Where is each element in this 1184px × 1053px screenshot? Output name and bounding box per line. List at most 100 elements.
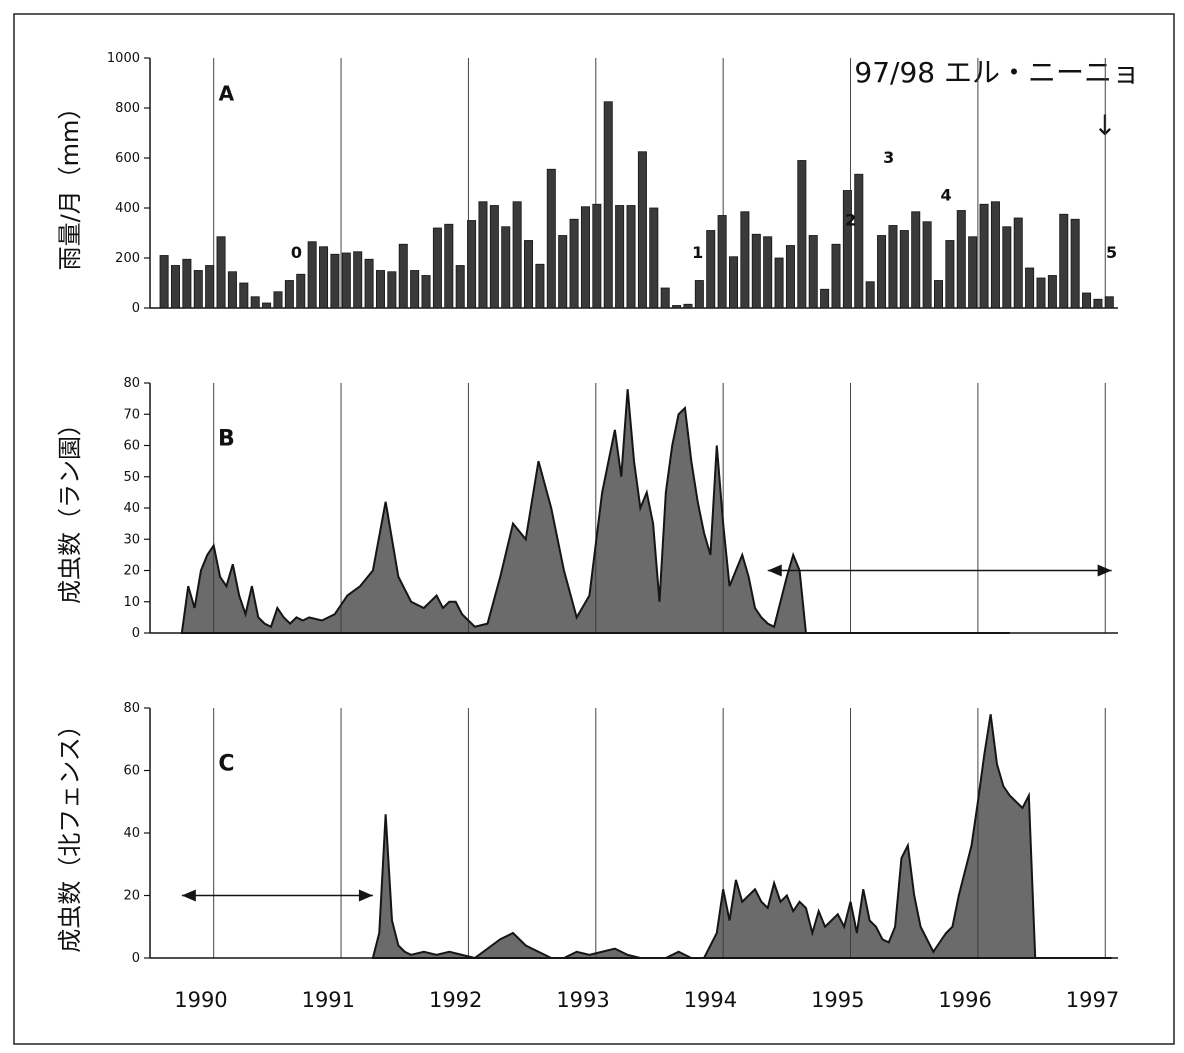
rainfall-bar xyxy=(842,190,852,309)
rainfall-bar xyxy=(899,230,909,309)
rainfall-bar xyxy=(615,205,625,309)
rainfall-period-label: 4 xyxy=(940,186,951,205)
rainfall-bar xyxy=(467,220,477,309)
y-axis-title: 成虫数（北フェンス） xyxy=(56,713,84,953)
year-axis: 1990 1991 1992 1993 1994 1995 1996 1997 xyxy=(174,988,1119,1012)
rainfall-bar xyxy=(319,246,329,309)
rainfall-bar xyxy=(489,205,499,309)
rainfall-bar xyxy=(262,302,272,309)
el-nino-annotation: 97/98 エル・ニーニョ xyxy=(854,56,1140,89)
rainfall-bar xyxy=(934,280,943,309)
rainfall-bar xyxy=(740,211,750,309)
rainfall-bar xyxy=(478,201,488,309)
y-tick-label: 40 xyxy=(123,501,140,516)
y-tick-label: 60 xyxy=(123,764,140,779)
panel-b-adults-orchard-chart: 0 10 20 30 40 50 60 70 80 成虫数（ラン園） B xyxy=(56,376,1118,641)
rainfall-bar xyxy=(239,282,249,309)
rainfall-bar xyxy=(694,280,704,309)
year-tick-label: 1997 xyxy=(1066,988,1119,1012)
y-tick-label: 0 xyxy=(132,626,140,641)
adult-count-area xyxy=(180,389,1010,634)
rainfall-period-label: 3 xyxy=(883,148,894,167)
panel-letter: B xyxy=(218,427,235,452)
rainfall-bar xyxy=(170,265,180,309)
rainfall-bar xyxy=(831,243,841,309)
y-tick-label: 800 xyxy=(115,101,140,116)
no-data-arrow-right xyxy=(1097,564,1112,577)
rainfall-bar xyxy=(808,235,818,309)
rainfall-bar xyxy=(1025,267,1035,309)
year-tick-label: 1992 xyxy=(429,988,482,1012)
rainfall-bar xyxy=(888,225,898,309)
rainfall-period-label: 5 xyxy=(1106,243,1117,262)
rainfall-bar xyxy=(558,235,568,309)
rainfall-bar xyxy=(706,230,716,309)
year-tick-label: 1993 xyxy=(556,988,609,1012)
rainfall-bar xyxy=(626,205,636,309)
rainfall-bar xyxy=(307,241,317,309)
rainfall-bar xyxy=(524,240,534,309)
rainfall-bar xyxy=(535,263,545,309)
year-tick-label: 1994 xyxy=(684,988,737,1012)
rainfall-bar xyxy=(512,201,522,309)
rainfall-bar xyxy=(637,151,647,309)
rainfall-bar xyxy=(284,280,294,309)
rainfall-bar xyxy=(945,240,955,309)
rainfall-bar xyxy=(660,287,670,309)
rainfall-bar xyxy=(990,201,1000,309)
rainfall-bar xyxy=(797,160,807,309)
rainfall-bar xyxy=(751,233,761,309)
rainfall-bar xyxy=(911,211,921,309)
rainfall-period-label: 1 xyxy=(692,243,703,262)
rainfall-bar xyxy=(387,271,397,309)
adult-count-area xyxy=(371,714,1112,960)
panel-letter: C xyxy=(218,752,234,777)
y-tick-label: 10 xyxy=(123,595,140,610)
panel-a-rainfall-chart: 0 200 400 600 800 1000 雨量/月（mm） A 0 1 2 3 4 5 xyxy=(56,51,1118,316)
rainfall-bar xyxy=(1059,213,1069,309)
year-tick-label: 1996 xyxy=(938,988,991,1012)
y-tick-label: 1000 xyxy=(107,51,140,66)
rainfall-bar xyxy=(580,206,590,309)
y-tick-label: 30 xyxy=(123,532,140,547)
rainfall-bar xyxy=(763,236,773,309)
rainfall-bar xyxy=(1070,218,1080,309)
rainfall-bar xyxy=(877,235,887,309)
y-tick-label: 600 xyxy=(115,151,140,166)
y-tick-label: 0 xyxy=(132,951,140,966)
panel-c-adults-fence-chart: 0 20 40 60 80 成虫数（北フェンス） C xyxy=(56,701,1118,966)
no-data-arrow-left xyxy=(181,889,196,902)
figure-border xyxy=(13,13,1175,1045)
rainfall-bar xyxy=(421,275,431,309)
y-tick-label: 0 xyxy=(132,301,140,316)
rainfall-bar xyxy=(922,221,932,309)
year-tick-label: 1995 xyxy=(811,988,864,1012)
rainfall-bar xyxy=(1013,217,1023,309)
rainfall-bar xyxy=(216,236,226,309)
y-tick-label: 60 xyxy=(123,439,140,454)
year-tick-label: 1991 xyxy=(302,988,355,1012)
rainfall-bar xyxy=(193,270,203,309)
rainfall-bar xyxy=(341,252,351,309)
y-axis-title: 成虫数（ラン園） xyxy=(56,412,84,604)
rainfall-bar xyxy=(774,257,784,309)
y-axis-title: 雨量/月（mm） xyxy=(56,96,84,271)
y-tick-label: 80 xyxy=(123,376,140,391)
rainfall-bar xyxy=(330,253,340,309)
rainfall-period-label: 2 xyxy=(845,211,856,230)
rainfall-bar xyxy=(296,273,306,309)
rainfall-bar xyxy=(854,173,864,309)
y-tick-label: 400 xyxy=(115,201,140,216)
rainfall-bar xyxy=(182,258,192,309)
rainfall-bar xyxy=(1082,292,1092,309)
rainfall-bar xyxy=(1093,298,1103,309)
rainfall-bar xyxy=(455,265,465,309)
year-tick-label: 1990 xyxy=(174,988,227,1012)
rainfall-bar xyxy=(227,271,237,309)
rainfall-bar xyxy=(1036,277,1046,309)
y-tick-label: 40 xyxy=(123,826,140,841)
rainfall-bar xyxy=(717,215,727,309)
rainfall-bar xyxy=(1047,275,1057,309)
rainfall-bar xyxy=(729,256,739,309)
